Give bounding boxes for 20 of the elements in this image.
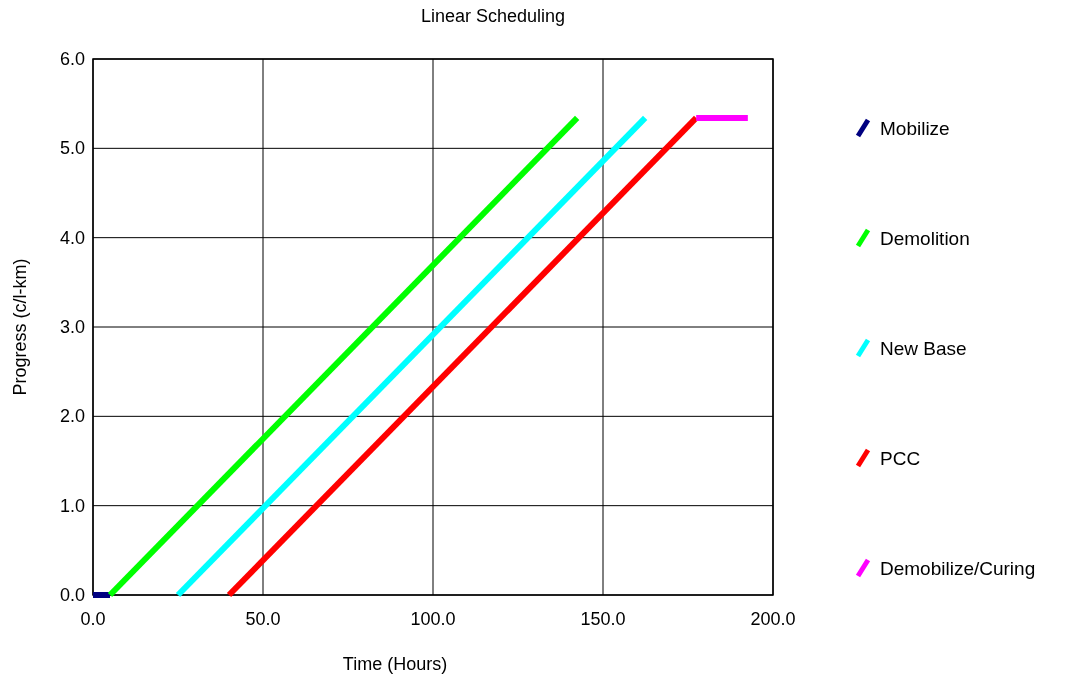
x-tick-label: 100.0 (410, 609, 456, 629)
legend-label: New Base (880, 338, 967, 359)
y-tick-label: 1.0 (59, 495, 85, 516)
legend-label: Demolition (880, 228, 970, 249)
legend-label: Demobilize/Curing (880, 558, 1036, 579)
y-tick-label: 4.0 (59, 227, 85, 248)
x-tick-label: 150.0 (580, 609, 626, 629)
y-axis-title: Progress (c/l-km) (10, 258, 30, 396)
legend-label: Mobilize (880, 118, 950, 139)
x-axis-title: Time (Hours) (342, 654, 448, 674)
x-tick-label: 0.0 (80, 609, 106, 629)
chart-title: Linear Scheduling (420, 6, 566, 26)
y-tick-label: 2.0 (59, 406, 85, 427)
y-tick-label: 0.0 (59, 585, 85, 605)
y-tick-label: 3.0 (59, 317, 85, 337)
legend-label: PCC (880, 448, 921, 469)
y-tick-label: 6.0 (59, 49, 85, 69)
x-tick-label: 200.0 (750, 609, 796, 629)
y-tick-label: 5.0 (59, 138, 85, 159)
x-tick-label: 50.0 (245, 609, 281, 629)
